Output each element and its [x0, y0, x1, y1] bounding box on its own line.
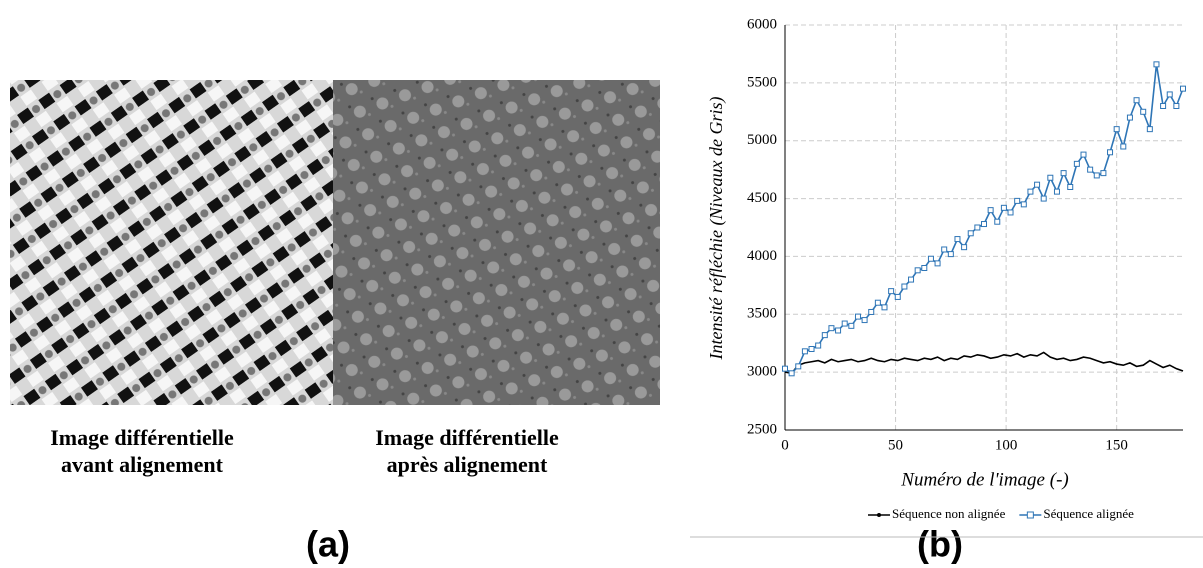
marker — [835, 327, 842, 334]
marker — [1113, 126, 1120, 133]
y-tick-label: 4500 — [747, 190, 777, 206]
marker — [815, 342, 822, 349]
marker — [1034, 181, 1041, 188]
y-tick-label: 2500 — [747, 421, 777, 437]
marker — [1160, 103, 1167, 109]
y-tick-label: 3500 — [747, 306, 777, 322]
marker — [1093, 172, 1100, 179]
caption: Image différentielle — [50, 425, 234, 450]
marker — [1133, 97, 1140, 104]
marker — [921, 265, 928, 271]
marker — [994, 218, 1001, 225]
marker — [1180, 85, 1186, 92]
marker — [1020, 201, 1027, 208]
marker — [934, 260, 941, 267]
marker — [848, 322, 855, 329]
marker — [861, 317, 868, 324]
y-tick-label: 6000 — [747, 16, 777, 32]
marker — [1087, 166, 1094, 173]
caption: avant alignement — [61, 452, 224, 477]
image-before — [10, 80, 333, 405]
x-axis-label: Numéro de l'image (-) — [900, 469, 1068, 490]
legend-label: Séquence alignée — [1043, 506, 1134, 521]
x-tick-label: 0 — [781, 437, 789, 453]
marker — [1060, 170, 1067, 177]
marker — [782, 365, 788, 372]
y-tick-label: 4000 — [747, 248, 777, 264]
marker — [1073, 160, 1080, 167]
marker — [947, 251, 954, 258]
marker — [874, 299, 881, 306]
marker — [1100, 170, 1107, 177]
marker — [1166, 91, 1173, 98]
marker — [854, 313, 861, 320]
caption: après alignement — [387, 452, 548, 477]
marker — [1126, 114, 1133, 121]
marker — [908, 276, 915, 283]
marker — [901, 283, 908, 290]
marker — [954, 236, 961, 243]
marker — [914, 267, 921, 274]
x-tick-label: 100 — [995, 437, 1018, 453]
x-tick-label: 50 — [888, 437, 903, 453]
marker — [868, 308, 875, 315]
marker — [881, 304, 888, 311]
marker — [821, 332, 828, 339]
caption: Image différentielle — [375, 425, 559, 450]
marker — [961, 244, 968, 251]
series-line — [784, 64, 1184, 375]
marker — [967, 230, 974, 237]
marker — [1153, 61, 1160, 68]
marker — [841, 320, 848, 327]
legend-label: Séquence non alignée — [892, 506, 1006, 521]
legend-swatch — [1026, 511, 1034, 519]
image-after — [333, 80, 660, 405]
series-line — [784, 351, 1184, 375]
marker — [1040, 195, 1047, 202]
marker — [1047, 174, 1054, 181]
marker — [981, 221, 987, 228]
legend-swatch — [877, 513, 881, 517]
marker — [788, 370, 795, 377]
marker — [1080, 151, 1087, 158]
marker — [1140, 108, 1147, 115]
marker — [974, 224, 981, 231]
marker — [927, 255, 934, 262]
marker — [795, 363, 802, 370]
marker — [941, 246, 948, 253]
marker — [1120, 143, 1127, 150]
marker — [1053, 188, 1060, 195]
marker — [987, 207, 994, 214]
marker — [1146, 126, 1153, 133]
marker — [808, 346, 815, 352]
marker — [1007, 209, 1014, 216]
marker — [894, 293, 901, 300]
marker — [1067, 184, 1074, 190]
y-tick-label: 5000 — [747, 132, 777, 148]
marker — [1000, 204, 1007, 211]
x-tick-label: 150 — [1105, 437, 1128, 453]
y-tick-label: 3000 — [747, 364, 777, 380]
marker — [1107, 149, 1114, 156]
marker — [828, 325, 835, 332]
marker — [1173, 103, 1180, 109]
y-tick-label: 5500 — [747, 74, 777, 90]
panel-label: (b) — [917, 524, 963, 565]
y-axis-label: Intensité réfléchie (Niveaux de Gris) — [706, 97, 727, 361]
panel-label: (a) — [306, 524, 350, 565]
marker — [1027, 188, 1034, 195]
marker — [888, 288, 895, 295]
marker — [1014, 197, 1021, 204]
marker — [801, 348, 808, 355]
